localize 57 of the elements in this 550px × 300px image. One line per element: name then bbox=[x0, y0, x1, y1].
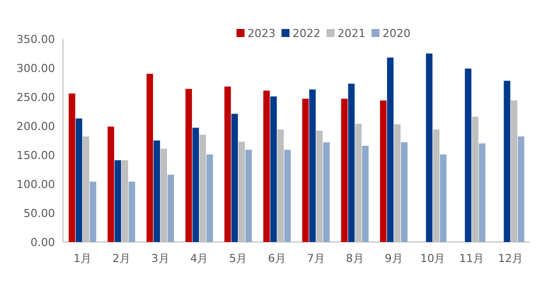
bar bbox=[341, 98, 348, 242]
x-tick-label: 12月 bbox=[498, 252, 524, 265]
bar bbox=[284, 150, 291, 242]
y-tick-label: 0.00 bbox=[30, 236, 55, 249]
x-tick-label: 2月 bbox=[112, 252, 130, 265]
x-tick-label: 3月 bbox=[151, 252, 170, 265]
bar bbox=[309, 89, 316, 242]
legend-label: 2022 bbox=[292, 27, 320, 40]
x-tick-label: 4月 bbox=[190, 252, 208, 265]
legend-label: 2020 bbox=[382, 27, 410, 40]
bar bbox=[128, 182, 136, 242]
x-tick-label: 9月 bbox=[384, 252, 403, 265]
bar bbox=[302, 98, 309, 242]
y-tick-label: 200.00 bbox=[16, 120, 55, 133]
bar bbox=[146, 74, 154, 242]
bar bbox=[192, 128, 199, 242]
y-tick-label: 350.00 bbox=[16, 33, 55, 46]
x-tick-label: 8月 bbox=[346, 252, 364, 265]
bar bbox=[426, 54, 432, 242]
bar bbox=[68, 94, 76, 242]
y-tick-label: 250.00 bbox=[16, 91, 55, 104]
bar bbox=[504, 80, 510, 242]
bar bbox=[270, 96, 277, 242]
bar bbox=[76, 118, 82, 242]
bar bbox=[231, 114, 238, 242]
bar bbox=[185, 88, 192, 242]
bar bbox=[323, 142, 330, 242]
bar bbox=[245, 150, 252, 242]
x-tick-label: 7月 bbox=[306, 252, 325, 265]
x-tick-label: 10月 bbox=[420, 252, 446, 265]
bar bbox=[401, 142, 408, 242]
bar bbox=[387, 58, 394, 242]
x-tick-label: 11月 bbox=[459, 252, 484, 265]
bar bbox=[380, 100, 387, 242]
bar bbox=[518, 136, 524, 242]
bar bbox=[224, 86, 231, 242]
bar bbox=[168, 174, 174, 242]
y-tick-label: 300.00 bbox=[16, 62, 55, 75]
bar bbox=[154, 140, 160, 242]
y-tick-label: 100.00 bbox=[16, 178, 55, 191]
bar bbox=[114, 160, 122, 242]
x-tick-label: 6月 bbox=[268, 252, 286, 265]
bar bbox=[108, 126, 114, 242]
legend-label: 2021 bbox=[338, 27, 366, 40]
bar bbox=[362, 146, 369, 242]
y-tick-label: 150.00 bbox=[16, 149, 55, 162]
bar bbox=[263, 90, 270, 242]
legend-label: 2023 bbox=[248, 27, 276, 40]
bar bbox=[348, 84, 355, 242]
x-tick-label: 5月 bbox=[229, 252, 248, 265]
bar bbox=[478, 143, 486, 242]
y-tick-label: 50.00 bbox=[24, 207, 55, 220]
bar bbox=[206, 154, 213, 242]
bar bbox=[90, 182, 96, 242]
bar bbox=[464, 68, 472, 242]
bar bbox=[440, 154, 446, 242]
x-tick-label: 1月 bbox=[73, 252, 92, 265]
